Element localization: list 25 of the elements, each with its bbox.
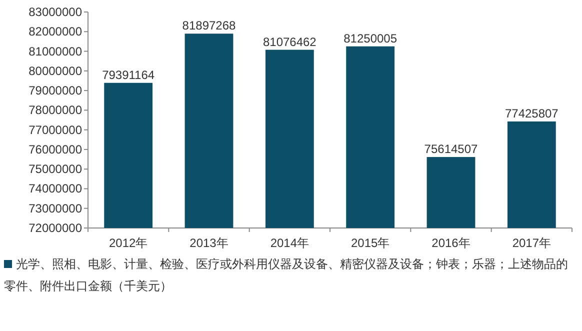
y-tick-label: 72000000 <box>28 221 82 235</box>
x-tick-label: 2012年 <box>108 236 148 250</box>
y-tick-label: 80000000 <box>28 64 82 78</box>
y-tick-label: 75000000 <box>28 162 82 176</box>
y-tick-label: 73000000 <box>28 201 82 216</box>
legend: 光学、照相、电影、计量、检验、医疗或外科用仪器及设备、精密仪器及设备；钟表；乐器；上述物品的零件、附件出口金额（千美元） <box>4 257 568 293</box>
y-tick-label: 79000000 <box>28 84 82 98</box>
y-tick-label: 82000000 <box>28 24 82 39</box>
x-tick-label: 2016年 <box>432 236 470 250</box>
x-tick-label: 2015年 <box>350 236 390 250</box>
x-tick-label: 2014年 <box>270 236 310 250</box>
y-tick-label: 78000000 <box>28 103 82 118</box>
data-label: 81076462 <box>262 34 317 49</box>
y-tick-label: 83000000 <box>28 5 82 19</box>
x-tick-label: 2013年 <box>190 236 228 250</box>
y-tick-label: 74000000 <box>28 182 82 196</box>
x-tick-label: 2017年 <box>512 236 552 250</box>
data-label: 75614507 <box>424 142 478 156</box>
data-label: 77425807 <box>504 106 559 120</box>
y-tick-label: 81000000 <box>28 44 82 58</box>
data-label: 79391164 <box>102 68 155 82</box>
y-tick-label: 77000000 <box>28 122 82 137</box>
y-tick-label: 76000000 <box>28 142 82 156</box>
data-label: 81250005 <box>344 31 398 46</box>
data-label: 81897268 <box>182 18 236 33</box>
